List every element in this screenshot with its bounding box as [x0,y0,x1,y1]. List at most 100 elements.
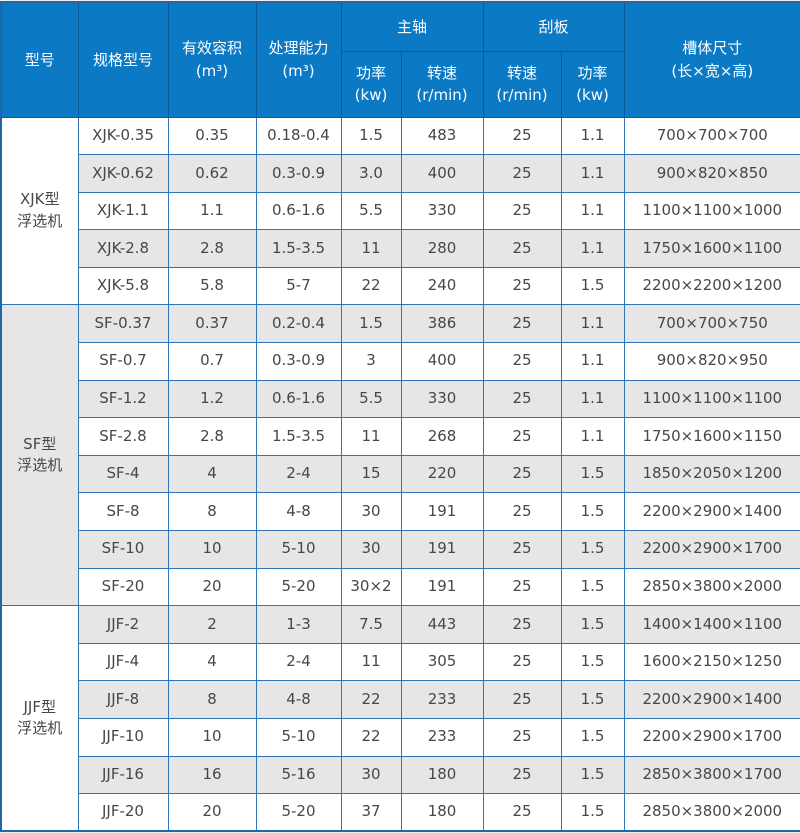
col-header-scraper-power: 功率 (kw) [560,50,625,118]
cell-capacity: 5-20 [255,567,342,607]
table-row: SF-1.2 1.2 0.6-1.6 5.5 330 25 1.1 1100×1100×110… [1,379,800,419]
table-row: XJK型 浮选机 XJK-0.35 0.35 0.18-0.4 1.5 483 25 1.1 7… [0,116,800,306]
cell-scraper_speed: 25 [482,530,562,569]
cell-volume: 2.8 [167,229,257,268]
cell-tank: 2200×2900×1400 [623,492,800,532]
cell-main_power: 30 [340,530,402,569]
cell-scraper_speed: 25 [482,229,562,268]
cell-model: JJF-8 [77,680,169,719]
cell-model: JJF-10 [77,718,169,757]
cell-main_power: 3 [340,342,402,381]
cell-tank: 1600×2150×1250 [623,642,800,682]
cell-main_speed: 305 [400,642,484,682]
cell-tank: 2200×2200×1200 [623,266,800,306]
table-row: JJF-16 16 5-16 30 180 25 1.5 2850×3800×1700 [1,755,800,795]
cell-volume: 1.1 [167,191,257,231]
cell-main_power: 1.5 [340,304,402,344]
cell-scraper_speed: 25 [482,191,562,231]
cell-main_speed: 191 [400,530,484,569]
cell-main_speed: 220 [400,454,484,494]
cell-scraper_power: 1.5 [560,793,625,832]
cell-model: SF-10 [77,530,169,569]
cell-main_power: 11 [340,229,402,268]
cell-capacity: 5-10 [255,718,342,757]
cell-model: JJF-2 [77,605,169,644]
cell-capacity: 2-4 [255,454,342,494]
cell-scraper_power: 1.5 [560,680,625,719]
cell-capacity: 0.3-0.9 [255,154,342,193]
cell-main_power: 30×2 [340,567,402,607]
cell-volume: 2.8 [167,417,257,456]
cell-main_power: 15 [340,454,402,494]
cell-scraper_speed: 25 [482,454,562,494]
cell-main_speed: 180 [400,793,484,832]
cell-volume: 5.8 [167,266,257,306]
cell-main_speed: 268 [400,417,484,456]
cell-tank: 1100×1100×1000 [623,191,800,231]
cell-scraper_speed: 25 [482,567,562,607]
col-header-model-group: 型号 [0,1,79,118]
cell-scraper_power: 1.5 [560,530,625,569]
cell-model: SF-0.37 [77,304,169,344]
cell-tank: 900×820×850 [623,154,800,193]
cell-scraper_speed: 25 [482,755,562,795]
cell-model: JJF-20 [77,793,169,832]
cell-tank: 2200×2900×1700 [623,718,800,757]
cell-main_speed: 330 [400,191,484,231]
cell-main_speed: 191 [400,567,484,607]
cell-tank: 1850×2050×1200 [623,454,800,494]
cell-main_speed: 240 [400,266,484,306]
cell-main_power: 22 [340,680,402,719]
cell-main_speed: 191 [400,492,484,532]
table-row: JJF-4 4 2-4 11 305 25 1.5 1600×2150×1250 [1,642,800,682]
cell-capacity: 5-20 [255,793,342,832]
cell-model: SF-0.7 [77,342,169,381]
cell-capacity: 0.2-0.4 [255,304,342,344]
cell-model: SF-4 [77,454,169,494]
table-row: SF-2.8 2.8 1.5-3.5 11 268 25 1.1 1750×1600×1150 [1,417,800,456]
cell-scraper_power: 1.5 [560,567,625,607]
cell-volume: 16 [167,755,257,795]
cell-volume: 10 [167,718,257,757]
cell-model: SF-1.2 [77,379,169,419]
cell-main_speed: 180 [400,755,484,795]
cell-tank: 1400×1400×1100 [623,605,800,644]
cell-main_power: 30 [340,755,402,795]
col-header-capacity: 处理能力 (m³) [255,1,342,118]
cell-scraper_power: 1.1 [560,229,625,268]
table-row: JJF型 浮选机 JJF-2 2 1-3 7.5 443 25 1.5 1400×1400×11… [0,605,800,832]
cell-scraper_speed: 25 [482,642,562,682]
col-header-main-power: 功率 (kw) [340,50,402,118]
cell-main_speed: 330 [400,379,484,419]
group-header-main-shaft: 主轴 [340,1,484,52]
cell-scraper_speed: 25 [482,417,562,456]
cell-main_power: 1.5 [340,116,402,156]
cell-model: SF-8 [77,492,169,532]
table-row: JJF-8 8 4-8 22 233 25 1.5 2200×2900×1400 [1,680,800,719]
cell-model: JJF-16 [77,755,169,795]
model-group-cell: JJF型 浮选机 [0,605,79,832]
cell-model: SF-2.8 [77,417,169,456]
cell-main_power: 3.0 [340,154,402,193]
cell-main_speed: 386 [400,304,484,344]
table-header: 型号 规格型号 有效容积 (m³) 处理能力 (m³) 主轴 刮板 槽体尺寸 (… [0,1,800,118]
table-row: SF-4 4 2-4 15 220 25 1.5 1850×2050×1200 [1,454,800,494]
cell-volume: 4 [167,642,257,682]
group-header-scraper: 刮板 [482,1,625,52]
cell-capacity: 0.3-0.9 [255,342,342,381]
cell-scraper_speed: 25 [482,680,562,719]
cell-main_power: 11 [340,417,402,456]
cell-tank: 1750×1600×1150 [623,417,800,456]
cell-main_speed: 400 [400,154,484,193]
cell-scraper_speed: 25 [482,718,562,757]
col-header-main-speed: 转速 (r/min) [400,50,484,118]
cell-scraper_power: 1.1 [560,116,625,156]
cell-volume: 20 [167,567,257,607]
cell-capacity: 4-8 [255,680,342,719]
cell-capacity: 5-10 [255,530,342,569]
cell-scraper_speed: 25 [482,379,562,419]
header-row-sub: 功率 (kw) 转速 (r/min) 转速 (r/min) 功率 (kw) [1,50,800,118]
cell-main_speed: 443 [400,605,484,644]
cell-scraper_speed: 25 [482,793,562,832]
cell-scraper_speed: 25 [482,154,562,193]
